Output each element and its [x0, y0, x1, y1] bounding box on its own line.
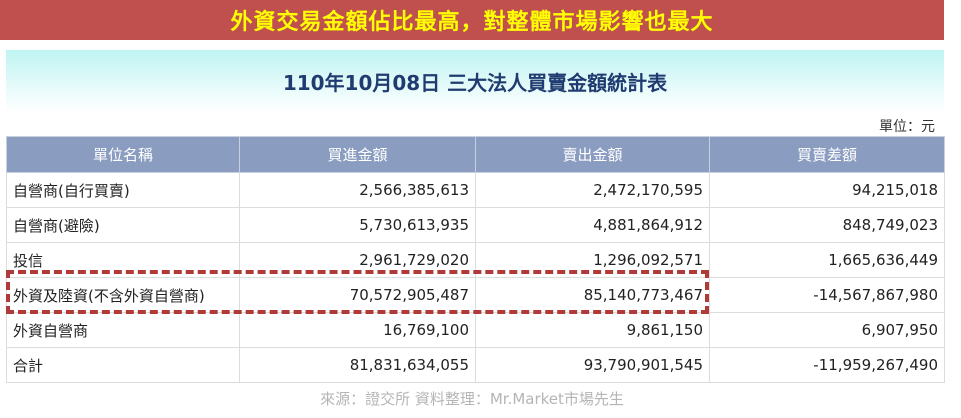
row-buy: 2,566,385,613 [239, 172, 476, 208]
table-title-band: 110年10月08日 三大法人買賣金額統計表 [6, 50, 944, 112]
row-diff: 94,215,018 [709, 172, 945, 208]
table-row: 自營商(自行買賣) 2,566,385,613 2,472,170,595 94… [6, 172, 945, 208]
headline-banner: 外資交易金額佔比最高，對整體市場影響也最大 [0, 0, 944, 40]
column-header-sell: 賣出金額 [475, 136, 710, 173]
row-diff: 848,749,023 [709, 207, 945, 243]
row-diff: -14,567,867,980 [709, 277, 945, 313]
row-sell: 85,140,773,467 [475, 277, 710, 313]
table-header-row: 單位名稱 買進金額 賣出金額 買賣差額 [6, 136, 945, 173]
row-name: 合計 [6, 347, 240, 383]
column-header-name: 單位名稱 [6, 136, 240, 173]
row-sell: 93,790,901,545 [475, 347, 710, 383]
row-buy: 81,831,634,055 [239, 347, 476, 383]
row-diff: -11,959,267,490 [709, 347, 945, 383]
column-header-diff: 買賣差額 [709, 136, 945, 173]
row-name: 外資自營商 [6, 312, 240, 348]
row-buy: 5,730,613,935 [239, 207, 476, 243]
table-title: 110年10月08日 三大法人買賣金額統計表 [282, 70, 668, 95]
table-row: 外資自營商 16,769,100 9,861,150 6,907,950 [6, 312, 945, 348]
row-sell: 4,881,864,912 [475, 207, 710, 243]
table-row-total: 合計 81,831,634,055 93,790,901,545 -11,959… [6, 347, 945, 383]
row-sell: 1,296,092,571 [475, 242, 710, 278]
row-sell: 9,861,150 [475, 312, 710, 348]
row-name: 自營商(避險) [6, 207, 240, 243]
unit-label: 單位：元 [879, 119, 935, 135]
row-buy: 70,572,905,487 [239, 277, 476, 313]
institutional-trading-table: 單位名稱 買進金額 賣出金額 買賣差額 自營商(自行買賣) 2,566,385,… [6, 136, 945, 383]
row-name: 自營商(自行買賣) [6, 172, 240, 208]
row-diff: 6,907,950 [709, 312, 945, 348]
column-header-buy: 買進金額 [239, 136, 476, 173]
row-diff: 1,665,636,449 [709, 242, 945, 278]
row-name: 外資及陸資(不含外資自營商) [6, 277, 240, 313]
table-row-foreign-highlighted: 外資及陸資(不含外資自營商) 70,572,905,487 85,140,773… [6, 277, 945, 313]
row-sell: 2,472,170,595 [475, 172, 710, 208]
table-row: 投信 2,961,729,020 1,296,092,571 1,665,636… [6, 242, 945, 278]
table-row: 自營商(避險) 5,730,613,935 4,881,864,912 848,… [6, 207, 945, 243]
source-caption: 來源：證交所 資料整理：Mr.Market市場先生 [320, 390, 624, 408]
row-buy: 16,769,100 [239, 312, 476, 348]
row-buy: 2,961,729,020 [239, 242, 476, 278]
row-name: 投信 [6, 242, 240, 278]
